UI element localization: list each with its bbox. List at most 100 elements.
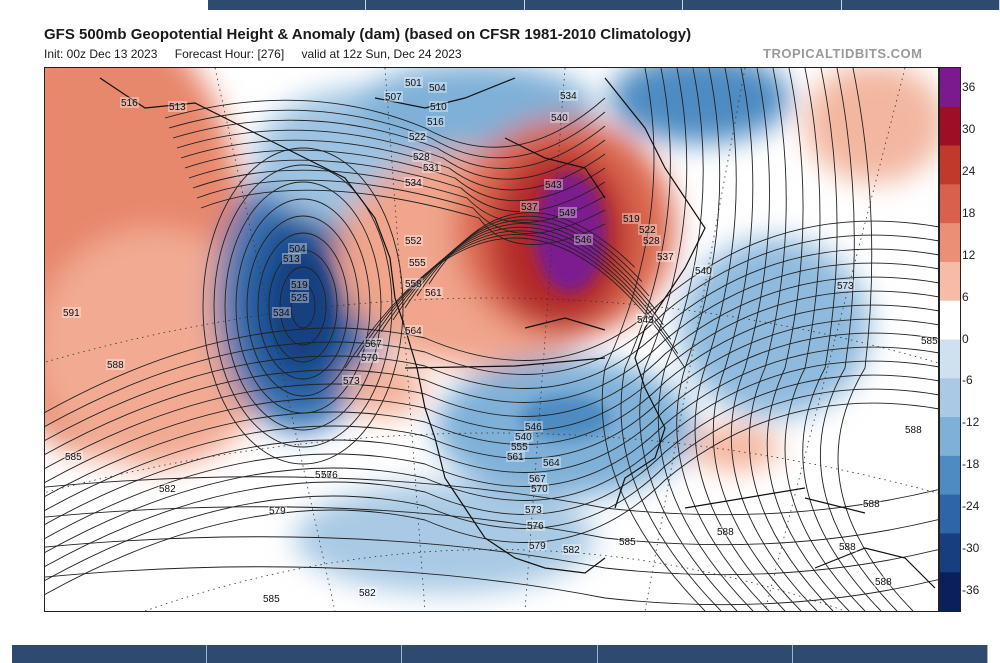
height-contour-line xyxy=(164,97,606,148)
contour-label: 579 xyxy=(269,506,286,517)
height-contour-line xyxy=(45,304,938,497)
top-nav-segment[interactable] xyxy=(842,0,1000,10)
contour-label-bg xyxy=(642,235,661,246)
height-contour-line xyxy=(45,476,938,516)
site-credit[interactable]: TROPICALTIDBITS.COM xyxy=(763,46,923,61)
contour-label-bg xyxy=(404,77,423,88)
contour-label-bg xyxy=(544,179,563,190)
contour-label-bg xyxy=(262,593,281,604)
contour-label: 555 xyxy=(409,258,426,269)
top-nav-segment[interactable] xyxy=(683,0,842,10)
contour-label-bg xyxy=(282,253,301,264)
contour-label: 519 xyxy=(291,280,308,291)
height-contour-line xyxy=(416,215,643,297)
contour-label: 522 xyxy=(409,132,426,143)
contour-label-bg xyxy=(862,498,881,509)
colorbar-tick-label: -30 xyxy=(962,541,980,556)
contour-label: 543 xyxy=(637,315,654,326)
height-contour-line xyxy=(45,388,938,581)
contour-label: 513 xyxy=(169,102,186,113)
valid-time: valid at 12z Sun, Dec 24 2023 xyxy=(301,47,462,61)
contour-label-bg xyxy=(404,325,423,336)
bottom-nav-segment[interactable] xyxy=(793,645,989,663)
contour-label-bg xyxy=(342,375,361,386)
contour-label-bg xyxy=(62,307,81,318)
colorbar-swatch xyxy=(940,339,960,379)
contour-label-bg xyxy=(904,424,923,435)
contour-label-bg xyxy=(404,235,423,246)
colorbar-tick-label: -18 xyxy=(962,457,980,472)
contour-label-bg xyxy=(429,101,448,112)
height-contour-line xyxy=(45,346,938,539)
contour-label: 501 xyxy=(405,78,422,89)
height-contour-line xyxy=(45,262,938,455)
height-contour-line xyxy=(45,566,938,606)
height-contour-line xyxy=(45,234,938,427)
forecast-hour: Forecast Hour: [276] xyxy=(174,47,285,61)
contour-label: 516 xyxy=(121,98,138,109)
colorbar-tick-label: 30 xyxy=(962,121,976,136)
height-contour-line xyxy=(45,276,938,469)
height-contour-line xyxy=(235,198,371,414)
top-nav-segment[interactable] xyxy=(208,0,367,10)
top-nav-segment[interactable] xyxy=(366,0,525,10)
colorbar-swatch xyxy=(940,494,960,534)
bottom-nav-segment[interactable] xyxy=(598,645,793,663)
bottom-nav-segment[interactable] xyxy=(207,645,403,663)
contour-label-bg xyxy=(290,292,309,303)
contour-label: 579 xyxy=(529,541,546,552)
contour-label: 573 xyxy=(837,281,854,292)
height-contour-line xyxy=(712,68,802,611)
contour-label: 540 xyxy=(515,432,532,443)
height-contour-line xyxy=(428,212,635,285)
contour-label: 558 xyxy=(405,279,422,290)
height-contour-line xyxy=(639,68,738,611)
height-contour-line xyxy=(168,109,606,159)
contour-label: 588 xyxy=(875,577,892,588)
height-contour-line xyxy=(694,68,786,611)
coastlines xyxy=(99,77,936,589)
contour-label: 528 xyxy=(643,236,660,247)
height-contour-line xyxy=(657,68,754,611)
contour-label: 537 xyxy=(657,252,674,263)
contour-label-bg xyxy=(510,441,529,452)
height-contour-line xyxy=(45,402,938,595)
contour-label-bg xyxy=(360,352,379,363)
contour-label-bg xyxy=(412,151,431,162)
colorbar-labels: 36 30 24 18 12 6 0 -6 -12 -18 -24 -30 -36 xyxy=(962,67,998,610)
contour-label-bg xyxy=(268,505,287,516)
contour-label: 519 xyxy=(623,214,640,225)
height-contour-line xyxy=(802,68,882,611)
height-contour-line xyxy=(620,68,722,611)
height-contour-line xyxy=(224,181,382,431)
contour-label: 588 xyxy=(717,527,734,538)
colorbar-swatch xyxy=(940,533,960,573)
height-contour-line xyxy=(279,266,327,346)
contour-label: 585 xyxy=(65,452,82,463)
colorbar-swatch xyxy=(940,300,960,340)
bottom-nav-segment[interactable] xyxy=(402,645,598,663)
contour-label-bg xyxy=(428,82,447,93)
contour-label-bg xyxy=(528,540,547,551)
contour-label: 585 xyxy=(619,537,636,548)
contour-label-bg xyxy=(638,224,657,235)
contour-label-bg xyxy=(288,243,307,254)
colorbar-swatch xyxy=(940,417,960,457)
contour-label: 585 xyxy=(263,594,280,605)
contour-label: 588 xyxy=(863,499,880,510)
contour-label: 561 xyxy=(507,452,524,463)
contour-label-bg xyxy=(558,207,577,218)
contour-label-bg xyxy=(636,314,655,325)
height-contour-line xyxy=(246,215,360,397)
contour-label: 573 xyxy=(525,505,542,516)
contour-label: 588 xyxy=(107,360,124,371)
colorbar-swatch xyxy=(940,184,960,224)
top-nav-segment[interactable] xyxy=(525,0,684,10)
bottom-nav-segment[interactable] xyxy=(12,645,208,663)
colorbar-tick-label: 24 xyxy=(962,163,976,178)
latlon-grid xyxy=(45,68,938,611)
contour-label-bg xyxy=(106,359,125,370)
height-contour-line xyxy=(45,506,938,546)
